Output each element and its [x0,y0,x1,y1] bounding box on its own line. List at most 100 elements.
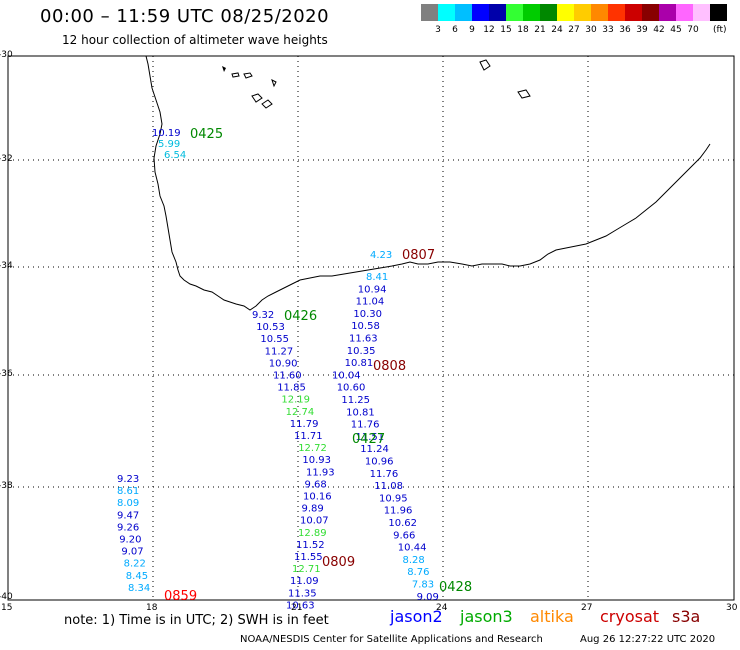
wave-height-value: 12.72 [298,443,327,454]
color-scale-label: 39 [636,25,648,35]
wave-height-value: 8.34 [128,583,150,594]
wave-height-value: 8.22 [124,559,146,570]
wave-height-value: 10.35 [347,346,376,357]
wave-height-value: 10.63 [286,600,315,611]
color-scale-label: 9 [469,25,475,35]
x-tick-label: 21 [291,603,303,613]
units-note: note: 1) Time is in UTC; 2) SWH is in fe… [64,613,329,628]
color-swatch [557,4,574,21]
wave-height-value: 11.76 [351,420,380,431]
wave-height-tracks: 10.195.996.544.238.4110.9411.0410.3010.5… [117,127,472,611]
wave-height-value: 11.24 [360,444,389,455]
color-swatch [591,4,608,21]
wave-height-value: 6.54 [164,150,186,161]
pass-id-label: 0428 [439,580,472,595]
x-tick-label: 24 [436,603,448,613]
color-swatch [540,4,557,21]
wave-height-value: 10.19 [152,128,181,139]
color-scale-label: 70 [687,25,699,35]
wave-height-value: 5.99 [158,139,180,150]
satellite-name: s3a [672,607,701,626]
wave-height-value: 12.74 [286,407,315,418]
pass-id-label: 0809 [322,555,355,570]
color-scale-label: 30 [585,25,597,35]
color-scale-label: 36 [619,25,631,35]
x-tick-label: 15 [1,603,13,613]
pass-id-label: 0807 [402,248,435,263]
color-scale-label: 3 [435,25,441,35]
wave-height-value: 9.89 [302,504,324,515]
x-tick-label: 30 [726,603,738,613]
color-swatch [642,4,659,21]
wave-height-value: 10.95 [379,493,408,504]
color-swatch [693,4,710,21]
map-grid [8,56,734,600]
wave-height-value: 10.60 [337,383,366,394]
wave-height-value: 11.08 [374,481,403,492]
wave-height-value: 10.62 [388,518,417,529]
wave-height-value: 11.85 [277,383,306,394]
wave-height-value: 10.58 [351,321,380,332]
color-swatch [421,4,438,21]
wave-height-value: 9.26 [117,522,139,533]
wave-height-value: 11.35 [288,588,317,599]
pass-id-label: 0427 [352,432,385,447]
wave-height-value: 11.63 [349,334,378,345]
color-scale-label: 18 [517,25,529,35]
wave-height-value: 8.61 [117,486,139,497]
generated-timestamp: Aug 26 12:27:22 UTC 2020 [580,634,716,645]
map-frame [7,55,735,601]
satellite-name: cryosat [600,607,660,626]
wave-height-value: 8.09 [117,498,139,509]
wave-height-value: 10.04 [332,370,361,381]
y-tick-label: -30 [0,50,13,60]
wave-height-value: 11.51 [356,432,385,443]
wave-height-value: 11.96 [384,506,413,517]
color-scale-label: 12 [483,25,495,35]
wave-height-value: 9.47 [117,510,139,521]
wave-height-value: 9.32 [252,310,274,321]
wave-height-value: 11.60 [273,371,302,382]
y-tick-label: -34 [0,261,13,271]
color-swatch [472,4,489,21]
wave-height-value: 11.04 [356,297,385,308]
wave-height-value: 10.90 [269,358,298,369]
color-swatch [710,4,727,21]
wave-height-value: 8.28 [403,555,425,566]
wave-height-value: 10.44 [398,543,427,554]
color-swatch [489,4,506,21]
wave-height-value: 11.25 [341,395,370,406]
wave-height-value: 10.93 [302,455,331,466]
wave-height-value: 11.27 [265,346,294,357]
color-scale-legend: 3 6 9 12 15 18 21 24 27 30 33 36 39 42 45 70 (ft) [421,4,730,35]
wave-height-value: 7.83 [412,580,434,591]
wave-height-value: 10.55 [260,334,289,345]
y-tick-label: -38 [0,481,13,491]
wave-height-value: 10.81 [345,358,374,369]
color-scale-label: 33 [602,25,614,35]
wave-height-value: 9.68 [305,479,327,490]
color-swatch [523,4,540,21]
wave-height-value: 9.09 [417,592,439,603]
coastline [145,55,711,311]
color-scale-label: 15 [500,25,512,35]
wave-height-value: 11.09 [290,576,319,587]
color-swatch [438,4,455,21]
wave-height-value: 9.20 [119,535,141,546]
wave-height-value: 10.07 [300,516,329,527]
wave-height-value: 12.89 [298,528,327,539]
color-swatch [625,4,642,21]
satellite-name: jason2 [390,607,443,626]
wave-height-value: 9.07 [121,547,143,558]
satellite-name: jason3 [460,607,513,626]
wave-height-value: 11.52 [296,540,325,551]
y-tick-label: -32 [0,154,13,164]
x-tick-label: 27 [581,603,593,613]
wave-height-value: 11.93 [306,467,335,478]
wave-height-value: 4.23 [370,250,392,261]
color-swatch [659,4,676,21]
y-tick-label: -36 [0,369,13,379]
page-subtitle: 12 hour collection of altimeter wave hei… [62,33,328,47]
wave-height-value: 10.94 [358,284,387,295]
